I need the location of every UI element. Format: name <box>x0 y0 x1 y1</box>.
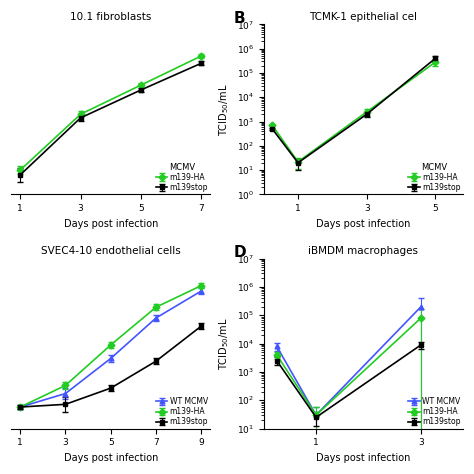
Legend: m139-HA, m139stop: m139-HA, m139stop <box>408 163 461 192</box>
X-axis label: Days post infection: Days post infection <box>64 453 158 463</box>
Legend: WT MCMV, m139-HA, m139stop: WT MCMV, m139-HA, m139stop <box>156 397 208 426</box>
Legend: WT MCMV, m139-HA, m139stop: WT MCMV, m139-HA, m139stop <box>408 397 461 426</box>
Y-axis label: TCID$_{50}$/mL: TCID$_{50}$/mL <box>217 83 231 136</box>
Legend: m139-HA, m139stop: m139-HA, m139stop <box>156 163 208 192</box>
Title: TCMK-1 epithelial cel: TCMK-1 epithelial cel <box>309 12 417 22</box>
Title: iBMDM macrophages: iBMDM macrophages <box>308 246 418 256</box>
X-axis label: Days post infection: Days post infection <box>64 219 158 228</box>
Title: SVEC4-10 endothelial cells: SVEC4-10 endothelial cells <box>41 246 181 256</box>
Text: B: B <box>234 11 246 26</box>
Y-axis label: TCID$_{50}$/mL: TCID$_{50}$/mL <box>217 318 231 370</box>
Title: 10.1 fibroblasts: 10.1 fibroblasts <box>70 12 151 22</box>
Text: D: D <box>234 245 246 260</box>
X-axis label: Days post infection: Days post infection <box>316 219 410 228</box>
X-axis label: Days post infection: Days post infection <box>316 453 410 463</box>
